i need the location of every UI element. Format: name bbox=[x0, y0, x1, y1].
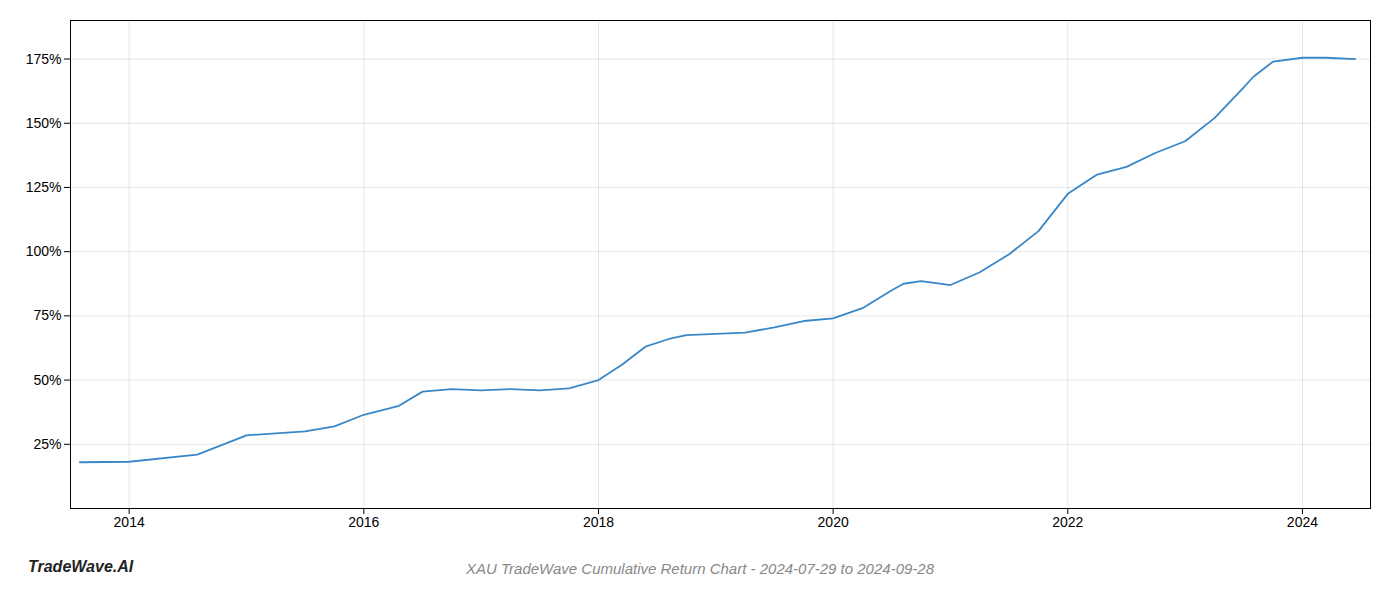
svg-text:100%: 100% bbox=[26, 243, 62, 259]
html-text:TradeWave.AI: TradeWave.AI bbox=[28, 558, 134, 575]
svg-text:2024: 2024 bbox=[1287, 514, 1318, 530]
svg-text:2020: 2020 bbox=[818, 514, 849, 530]
svg-text:50%: 50% bbox=[33, 372, 61, 388]
svg-text:125%: 125% bbox=[26, 179, 62, 195]
svg-text:2018: 2018 bbox=[583, 514, 614, 530]
svg-text:2016: 2016 bbox=[348, 514, 379, 530]
svg-text:2014: 2014 bbox=[114, 514, 145, 530]
svg-text:150%: 150% bbox=[26, 115, 62, 131]
svg-text:2022: 2022 bbox=[1052, 514, 1083, 530]
svg-text:175%: 175% bbox=[26, 51, 62, 67]
svg-text:75%: 75% bbox=[33, 307, 61, 323]
html-text:XAU TradeWave Cumulative Retur: XAU TradeWave Cumulative Return Chart - … bbox=[466, 560, 934, 577]
svg-text:25%: 25% bbox=[33, 436, 61, 452]
